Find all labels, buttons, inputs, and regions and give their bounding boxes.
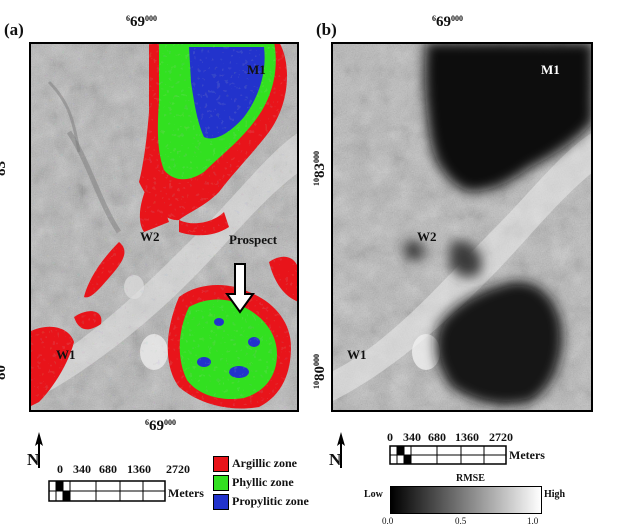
north-label-b: N bbox=[329, 450, 342, 469]
scale-bar-b bbox=[389, 445, 507, 465]
colorbar-high-label: High bbox=[544, 489, 566, 500]
panel-a-label: (a) bbox=[4, 20, 24, 39]
panel-a-left-coordinate-south: 1080000 bbox=[0, 353, 9, 388]
panel-b-top-coordinate: 669000 bbox=[432, 14, 463, 30]
scale-tick-1360: 1360 bbox=[127, 462, 151, 476]
colorbar-tick-1: 1.0 bbox=[527, 516, 539, 526]
legend-label-phyllic: Phyllic zone bbox=[232, 475, 294, 489]
panel-b-rmse-map bbox=[331, 42, 593, 412]
panel-b-left-coordinate-south: 1080000 bbox=[312, 354, 328, 389]
panel-b-left-coordinate-north: 1083000 bbox=[312, 151, 328, 186]
scale-b-tick-2720: 2720 bbox=[489, 430, 513, 444]
legend-swatch-phyllic bbox=[213, 475, 229, 491]
colorbar-title: RMSE bbox=[456, 473, 485, 484]
scale-tick-680: 680 bbox=[99, 462, 117, 476]
panel-a-bottom-coordinate: 669000 bbox=[145, 418, 176, 434]
scale-b-tick-680: 680 bbox=[428, 430, 446, 444]
colorbar-low-label: Low bbox=[364, 489, 383, 500]
legend-label-propylitic: Propylitic zone bbox=[232, 494, 309, 508]
scale-tick-0: 0 bbox=[57, 462, 63, 476]
scale-b-tick-340: 340 bbox=[403, 430, 421, 444]
north-arrow-icon bbox=[31, 430, 47, 475]
colorbar-tick-0: 0.0 bbox=[382, 516, 394, 526]
legend-label-argillic: Argillic zone bbox=[232, 456, 297, 470]
scale-bar-a bbox=[48, 480, 166, 502]
panel-b-label-w1: W1 bbox=[347, 347, 367, 362]
scale-tick-2720: 2720 bbox=[166, 462, 190, 476]
panel-b-label: (b) bbox=[316, 20, 337, 39]
legend-swatch-argillic bbox=[213, 456, 229, 472]
scale-unit-a: Meters bbox=[168, 486, 204, 500]
scale-tick-340: 340 bbox=[73, 462, 91, 476]
north-arrow-b-icon bbox=[333, 430, 349, 475]
panel-a-left-coordinate-north: 1083000 bbox=[0, 149, 9, 184]
panel-b-label-w2: W2 bbox=[417, 229, 437, 244]
legend-swatch-propylitic bbox=[213, 494, 229, 510]
panel-a-top-coordinate: 669000 bbox=[126, 14, 157, 30]
colorbar-tick-05: 0.5 bbox=[455, 516, 467, 526]
panel-a-label-w1: W1 bbox=[56, 347, 76, 362]
rmse-colorbar bbox=[390, 486, 542, 514]
scale-unit-b: Meters bbox=[509, 448, 545, 462]
prospect-arrow-icon bbox=[225, 263, 255, 314]
panel-a-label-m1: M1 bbox=[247, 62, 266, 77]
north-label: N bbox=[27, 450, 40, 469]
panel-b-label-m1: M1 bbox=[541, 62, 560, 77]
scale-b-tick-0: 0 bbox=[387, 430, 393, 444]
panel-a-label-prospect: Prospect bbox=[229, 232, 278, 247]
scale-b-tick-1360: 1360 bbox=[455, 430, 479, 444]
panel-a-alteration-map bbox=[29, 42, 299, 412]
panel-a-label-w2: W2 bbox=[140, 229, 160, 244]
